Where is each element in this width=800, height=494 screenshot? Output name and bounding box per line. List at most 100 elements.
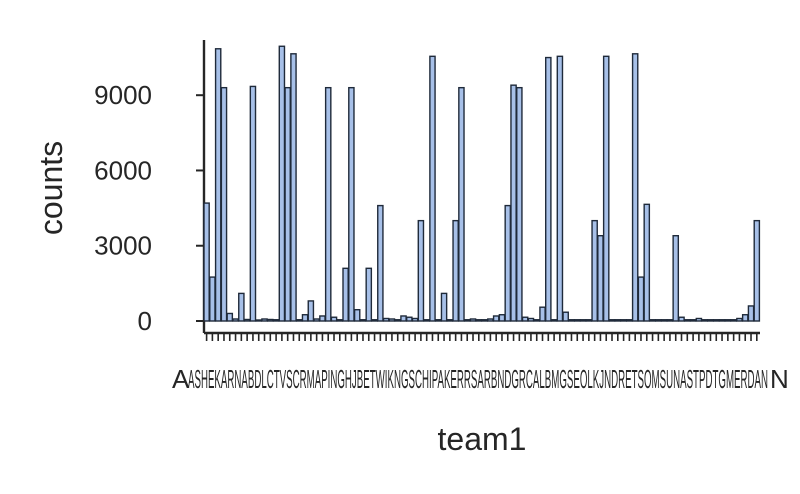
bar bbox=[463, 319, 471, 322]
bar bbox=[313, 318, 320, 322]
bar bbox=[214, 48, 222, 322]
bar bbox=[429, 55, 436, 322]
bar bbox=[591, 219, 598, 322]
bar bbox=[573, 319, 581, 322]
bar bbox=[319, 315, 326, 322]
bar bbox=[209, 276, 216, 322]
bar bbox=[267, 318, 274, 322]
bar bbox=[481, 319, 488, 322]
bar bbox=[469, 318, 477, 322]
bar bbox=[504, 204, 512, 322]
bar bbox=[608, 319, 616, 322]
bar bbox=[684, 319, 691, 322]
bar bbox=[556, 55, 564, 322]
bar bbox=[353, 309, 361, 322]
y-tick-label: 3000 bbox=[94, 231, 152, 261]
x-tick-label-first: A bbox=[172, 364, 190, 394]
bar bbox=[411, 317, 419, 322]
bar bbox=[562, 311, 569, 322]
bar bbox=[550, 319, 558, 322]
bar bbox=[423, 319, 430, 322]
bar bbox=[533, 319, 541, 322]
bar bbox=[741, 314, 749, 322]
bar bbox=[255, 319, 263, 322]
bar bbox=[585, 319, 593, 322]
bar bbox=[388, 318, 396, 322]
bar bbox=[614, 319, 622, 322]
bar bbox=[406, 316, 413, 322]
bar bbox=[452, 219, 459, 322]
bar bbox=[226, 312, 234, 322]
bar bbox=[371, 319, 378, 322]
bar bbox=[434, 319, 442, 322]
bar bbox=[348, 86, 355, 322]
bar bbox=[510, 84, 517, 322]
bar bbox=[695, 317, 703, 322]
bar bbox=[220, 86, 228, 322]
x-tick-label-last: N bbox=[770, 364, 789, 394]
bar bbox=[203, 202, 210, 322]
y-tick-label: 0 bbox=[138, 306, 152, 336]
bar bbox=[678, 316, 685, 322]
y-tick-label: 9000 bbox=[94, 80, 152, 110]
bar bbox=[307, 300, 315, 322]
bar bbox=[724, 319, 732, 322]
bar bbox=[232, 318, 239, 322]
bar bbox=[602, 55, 610, 322]
bar bbox=[324, 86, 332, 322]
bar bbox=[261, 318, 268, 322]
bar bbox=[626, 319, 633, 322]
bar bbox=[377, 204, 384, 322]
bar bbox=[597, 234, 604, 322]
bar bbox=[290, 53, 297, 322]
bar bbox=[278, 45, 286, 322]
bar bbox=[666, 319, 674, 322]
x-tick-labels: AASHEKARNABDLCTVSCRMAPINGHJBETWIKNGSCHIP… bbox=[172, 364, 789, 394]
bar bbox=[736, 317, 743, 322]
bar bbox=[747, 305, 755, 322]
bar bbox=[440, 292, 448, 322]
bar bbox=[539, 306, 546, 322]
y-tick-label: 6000 bbox=[94, 155, 152, 185]
bar bbox=[272, 319, 280, 322]
bar bbox=[649, 319, 656, 322]
bar bbox=[655, 319, 662, 322]
x-tick-labels-overlap: ASHEKARNABDLCTVSCRMAPINGHJBETWIKNGSCHIPA… bbox=[188, 364, 768, 394]
bar bbox=[417, 219, 425, 322]
bar bbox=[568, 319, 575, 322]
bar bbox=[707, 319, 714, 322]
bar bbox=[689, 319, 697, 322]
bar bbox=[284, 86, 291, 322]
bar bbox=[382, 317, 390, 322]
bar bbox=[446, 319, 454, 322]
bar bbox=[637, 276, 645, 322]
x-ticks bbox=[205, 333, 758, 341]
y-ticks: 0 3000 6000 9000 bbox=[94, 80, 204, 336]
bar bbox=[516, 86, 523, 322]
bar bbox=[672, 234, 680, 322]
bar bbox=[394, 319, 402, 322]
bar bbox=[359, 319, 367, 322]
bar bbox=[238, 292, 245, 322]
bar bbox=[579, 319, 587, 322]
bar bbox=[365, 267, 373, 322]
bar bbox=[712, 319, 720, 322]
bar bbox=[243, 318, 251, 322]
bar bbox=[527, 317, 535, 322]
bar bbox=[295, 319, 303, 322]
bar bbox=[475, 319, 483, 322]
bar bbox=[660, 319, 668, 322]
bar bbox=[643, 203, 651, 322]
bar bbox=[753, 219, 761, 322]
bar bbox=[487, 318, 494, 322]
bar bbox=[336, 319, 344, 322]
bar bbox=[400, 315, 407, 322]
bar bbox=[342, 267, 349, 322]
bar bbox=[249, 85, 257, 322]
bar bbox=[521, 316, 529, 322]
bar bbox=[631, 53, 639, 322]
bar bbox=[620, 319, 627, 322]
x-axis-title: team1 bbox=[438, 421, 527, 457]
y-axis-title: counts bbox=[33, 141, 69, 235]
